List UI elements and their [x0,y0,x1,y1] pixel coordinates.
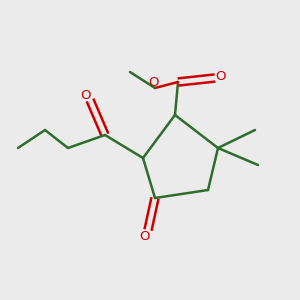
Text: O: O [140,230,150,243]
Text: O: O [215,70,226,83]
Text: O: O [80,89,91,102]
Text: O: O [148,76,159,89]
